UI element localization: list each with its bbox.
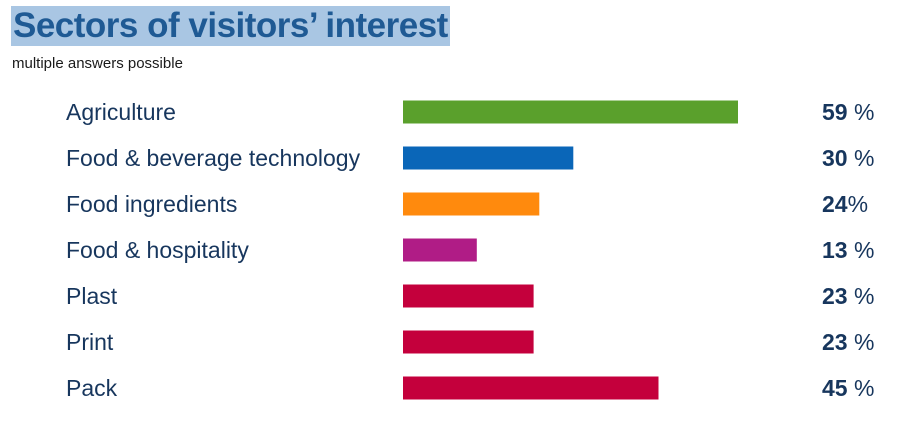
bar [403, 100, 738, 124]
value-label: 13 % [822, 237, 874, 263]
category-label: Print [66, 329, 114, 355]
value-label: 59 % [822, 99, 874, 125]
value-label: 23 % [822, 283, 874, 309]
bar [403, 146, 574, 170]
category-label: Food ingredients [66, 191, 237, 217]
value-label: 24% [822, 191, 868, 217]
bar [403, 376, 659, 400]
category-label: Agriculture [66, 99, 176, 125]
chart-title: Sectors of visitors’ interest [11, 6, 450, 46]
bar [403, 238, 477, 262]
category-label: Pack [66, 375, 118, 401]
bar [403, 192, 540, 216]
category-label: Plast [66, 283, 118, 309]
bar [403, 330, 534, 354]
bar [403, 284, 534, 308]
chart-subtitle: multiple answers possible [12, 55, 183, 72]
category-label: Food & beverage technology [66, 145, 361, 171]
value-label: 23 % [822, 329, 874, 355]
value-label: 30 % [822, 145, 874, 171]
value-label: 45 % [822, 375, 874, 401]
category-label: Food & hospitality [66, 237, 249, 263]
